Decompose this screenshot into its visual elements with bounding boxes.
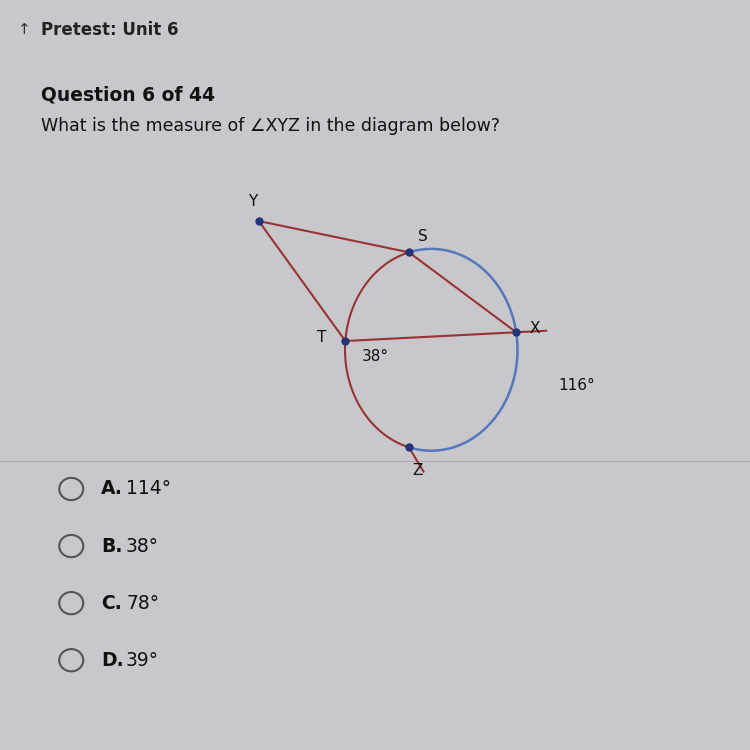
Text: B.: B. [101,536,123,556]
Text: X: X [530,321,540,336]
Text: ↑: ↑ [18,22,30,38]
Text: T: T [317,330,326,345]
Text: 38°: 38° [126,536,159,556]
Text: Question 6 of 44: Question 6 of 44 [41,86,215,104]
Text: 39°: 39° [126,651,159,670]
Text: Y: Y [248,194,257,208]
Text: A.: A. [101,479,123,499]
Text: 116°: 116° [559,377,596,392]
Text: 114°: 114° [126,479,171,499]
Text: D.: D. [101,651,124,670]
Text: What is the measure of ∠XYZ in the diagram below?: What is the measure of ∠XYZ in the diagr… [41,117,500,135]
Text: S: S [418,229,428,244]
Text: Pretest: Unit 6: Pretest: Unit 6 [41,21,178,39]
Text: 38°: 38° [362,350,389,364]
Text: Z: Z [413,463,423,478]
Text: C.: C. [101,594,122,613]
Text: 78°: 78° [126,594,159,613]
